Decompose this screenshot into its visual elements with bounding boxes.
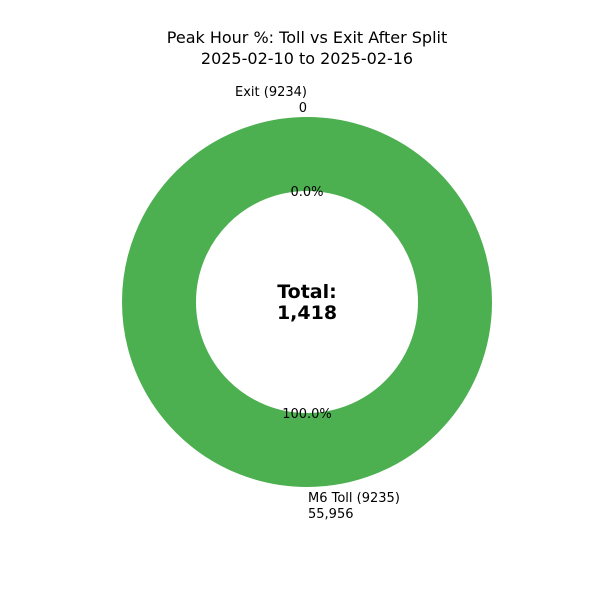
slice-value-m6-toll: 55,956 bbox=[308, 507, 354, 522]
chart-title: Peak Hour %: Toll vs Exit After Split bbox=[167, 28, 447, 47]
center-total-value: 1,418 bbox=[277, 302, 337, 324]
chart-subtitle: 2025-02-10 to 2025-02-16 bbox=[201, 49, 413, 68]
slice-label-exit: Exit (9234) bbox=[235, 85, 307, 100]
slice-percent-exit: 0.0% bbox=[290, 185, 323, 200]
center-total-label: Total: bbox=[277, 281, 337, 303]
slice-m6-toll-9235 bbox=[122, 117, 492, 487]
slice-label-m6-toll: M6 Toll (9235) bbox=[308, 491, 400, 506]
slice-value-exit: 0 bbox=[299, 101, 307, 116]
slice-percent-m6-toll: 100.0% bbox=[282, 407, 332, 422]
slice-group bbox=[122, 117, 492, 487]
